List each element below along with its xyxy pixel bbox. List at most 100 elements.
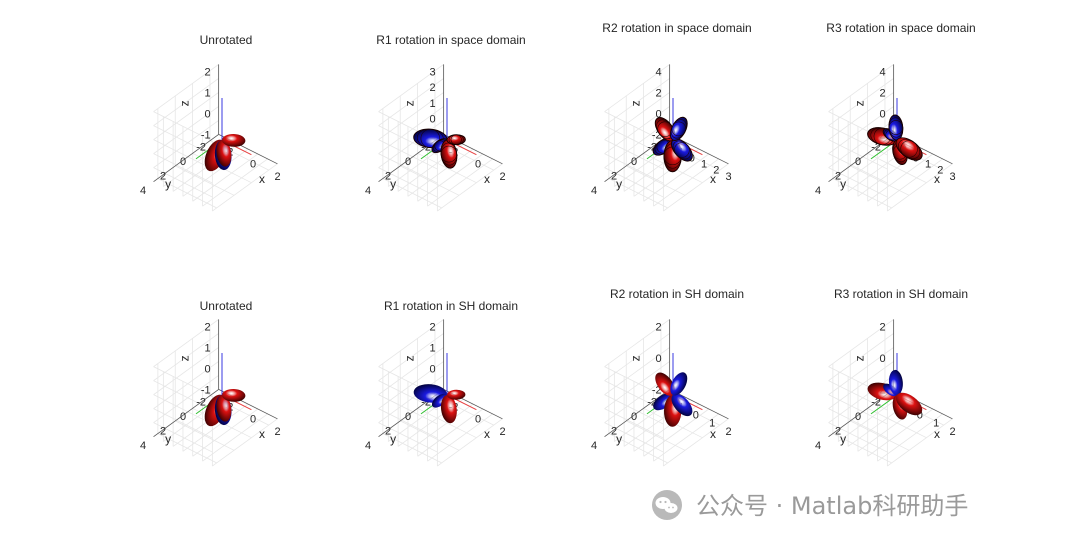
x-tick-label: 2 <box>725 426 731 438</box>
grid-lines <box>378 64 503 212</box>
z-tick-label: 4 <box>880 66 886 78</box>
subplot-title: R2 rotation in space domain <box>602 21 751 35</box>
z-axis-label: z <box>853 100 867 106</box>
y-tick-label: -2 <box>647 396 657 408</box>
x-axis-label: x <box>710 427 716 441</box>
x-tick-label: 0 <box>693 410 699 422</box>
y-axis-label: y <box>616 432 622 446</box>
subplot-4: R3 rotation in space domain420-2420-2-10… <box>815 21 976 212</box>
y-tick-label: 0 <box>405 411 411 423</box>
x-tick-label: 0 <box>917 410 923 422</box>
y-tick-label: 4 <box>591 440 597 452</box>
y-tick-label: 4 <box>140 185 146 197</box>
y-axis-label: y <box>616 177 622 191</box>
z-axis-label: z <box>629 100 643 106</box>
y-axis-label: y <box>390 177 396 191</box>
y-tick-label: -2 <box>196 141 206 153</box>
z-tick-label: 3 <box>430 66 436 78</box>
mesh-line <box>900 140 918 158</box>
mesh-line <box>888 120 904 135</box>
z-tick-label: 2 <box>205 321 211 333</box>
lobe-positive <box>895 392 923 416</box>
z-tick-label: 1 <box>430 98 436 110</box>
z-tick-label: 2 <box>656 87 662 99</box>
z-tick-label: -1 <box>201 384 211 396</box>
y-axis-label: y <box>165 177 171 191</box>
z-axis-label: z <box>178 100 192 106</box>
x-tick-label: 0 <box>250 159 256 171</box>
y-tick-label: 0 <box>855 156 861 168</box>
y-tick-label: 2 <box>385 425 391 437</box>
grid-lines <box>378 319 503 467</box>
y-tick-label: 4 <box>140 440 146 452</box>
y-tick-label: 0 <box>180 156 186 168</box>
subplot-title: R1 rotation in SH domain <box>384 299 518 313</box>
z-axis-label: z <box>629 355 643 361</box>
mesh-line <box>657 121 673 137</box>
x-axis-label: x <box>259 172 265 186</box>
y-tick-label: 0 <box>405 156 411 168</box>
z-tick-label: 2 <box>880 87 886 99</box>
y-tick-label: -2 <box>196 396 206 408</box>
subplot-7: R2 rotation in SH domain20-2420-2-1012zy… <box>591 287 744 467</box>
y-tick-label: 0 <box>631 156 637 168</box>
z-tick-label: 4 <box>656 66 662 78</box>
y-tick-label: -2 <box>647 141 657 153</box>
z-axis-label: z <box>853 355 867 361</box>
x-tick-label: 2 <box>274 171 280 183</box>
y-axis-label: y <box>165 432 171 446</box>
subplot-title: R3 rotation in SH domain <box>834 287 968 301</box>
z-tick-label: 2 <box>880 321 886 333</box>
z-tick-label: 0 <box>880 353 886 365</box>
z-tick-label: 2 <box>430 321 436 333</box>
x-tick-label: 2 <box>499 171 505 183</box>
z-axis-label: z <box>403 355 417 361</box>
y-tick-label: 2 <box>160 170 166 182</box>
x-tick-label: 2 <box>949 426 955 438</box>
x-tick-label: 1 <box>701 159 707 171</box>
subplot-6: R1 rotation in SH domain210-1420-2-202zy… <box>365 299 518 467</box>
subplot-2: R1 rotation in space domain3210-1420-2-2… <box>365 33 526 212</box>
y-tick-label: 2 <box>835 425 841 437</box>
lobe-positive <box>216 139 232 167</box>
y-tick-label: 2 <box>385 170 391 182</box>
x-tick-label: 1 <box>933 418 939 430</box>
y-tick-label: 0 <box>855 411 861 423</box>
y-tick-label: 4 <box>591 185 597 197</box>
x-tick-label: 0 <box>475 414 481 426</box>
wechat-icon <box>652 490 682 520</box>
subplot-title: Unrotated <box>200 33 253 47</box>
z-tick-label: 0 <box>430 363 436 375</box>
x-axis-label: x <box>934 427 940 441</box>
z-tick-label: 2 <box>656 321 662 333</box>
x-tick-label: 2 <box>499 426 505 438</box>
z-tick-label: 1 <box>430 342 436 354</box>
x-tick-label: 1 <box>925 159 931 171</box>
lobe-positive <box>655 372 675 396</box>
y-tick-label: 2 <box>835 170 841 182</box>
y-tick-label: 2 <box>611 425 617 437</box>
x-tick-label: 0 <box>475 159 481 171</box>
x-tick-label: 2 <box>937 165 943 177</box>
y-axis-label: y <box>840 177 846 191</box>
lobe-positive <box>222 388 246 402</box>
grid-lines <box>153 64 278 212</box>
mesh-line <box>440 145 457 163</box>
z-tick-label: -2 <box>652 129 662 141</box>
y-tick-label: -2 <box>871 396 881 408</box>
y-tick-label: 4 <box>815 440 821 452</box>
mesh-line <box>420 128 440 148</box>
lobe-positive <box>447 389 466 400</box>
z-axis-label: z <box>178 355 192 361</box>
x-axis-label: x <box>484 427 490 441</box>
mesh-line <box>674 142 690 158</box>
lobe-positive <box>440 394 457 424</box>
grid-lines <box>604 64 729 212</box>
z-tick-label: 2 <box>205 66 211 78</box>
subplot-title: Unrotated <box>200 299 253 313</box>
lobe-positive <box>216 394 232 422</box>
z-tick-label: 1 <box>205 342 211 354</box>
z-tick-label: 0 <box>880 108 886 120</box>
x-tick-label: 3 <box>725 171 731 183</box>
